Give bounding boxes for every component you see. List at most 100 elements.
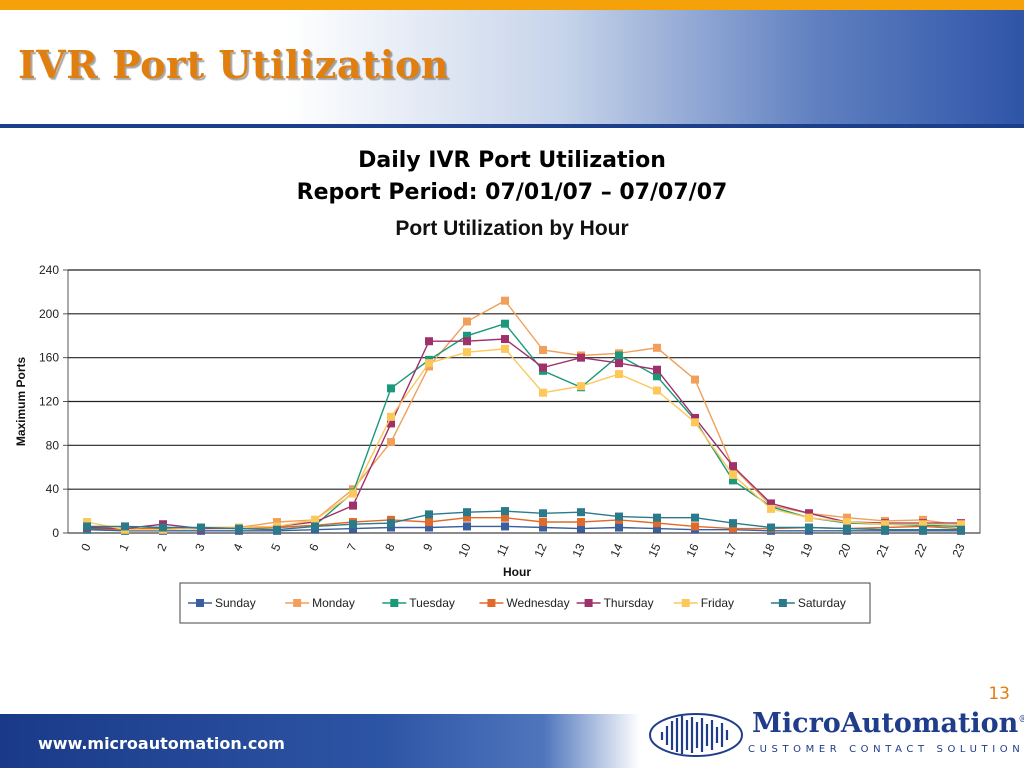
chart-title: Port Utilization by Hour <box>395 217 628 240</box>
y-tick-label: 160 <box>39 351 59 365</box>
data-point-friday <box>501 344 509 353</box>
data-point-friday <box>843 518 851 527</box>
data-point-saturday <box>83 522 91 531</box>
data-point-monday <box>387 438 395 447</box>
x-tick-label: 21 <box>873 541 891 559</box>
x-tick-label: 6 <box>306 541 322 553</box>
legend-label: Tuesday <box>409 596 455 610</box>
x-tick-label: 2 <box>154 541 170 553</box>
data-point-thursday <box>729 462 737 471</box>
x-tick-label: 3 <box>192 541 208 553</box>
data-point-saturday <box>653 513 661 522</box>
data-point-sunday <box>425 523 433 532</box>
data-point-sunday <box>653 524 661 533</box>
data-point-thursday <box>615 359 623 368</box>
data-point-saturday <box>501 507 509 516</box>
data-point-saturday <box>159 523 167 532</box>
logo-name-text: MicroAutomation <box>752 708 1019 739</box>
x-tick-label: 10 <box>455 541 473 559</box>
series-line-sunday <box>86 525 961 532</box>
data-point-thursday <box>653 365 661 374</box>
data-point-saturday <box>425 510 433 519</box>
data-point-saturday <box>235 524 243 533</box>
title-band <box>0 10 1024 124</box>
x-tick-label: 22 <box>911 541 929 559</box>
data-point-sunday <box>349 524 357 533</box>
data-point-tuesday <box>615 351 623 360</box>
y-tick-label: 120 <box>39 395 59 409</box>
logo-tagline: CUSTOMER CONTACT SOLUTIONS <box>748 744 1024 755</box>
data-point-monday <box>501 296 509 305</box>
legend-swatch-marker <box>293 599 302 607</box>
data-point-friday <box>805 513 813 522</box>
data-point-friday <box>881 520 889 529</box>
x-tick-label: 20 <box>835 541 853 559</box>
data-point-wednesday <box>425 518 433 527</box>
data-point-friday <box>539 388 547 397</box>
data-point-friday <box>577 382 585 391</box>
data-point-thursday <box>577 353 585 362</box>
x-tick-label: 0 <box>78 541 94 553</box>
data-point-wednesday <box>691 522 699 531</box>
data-point-saturday <box>805 523 813 532</box>
data-point-friday <box>615 370 623 379</box>
x-tick-label: 14 <box>607 541 625 559</box>
legend-label: Monday <box>312 596 355 610</box>
data-point-saturday <box>387 519 395 528</box>
data-point-saturday <box>463 508 471 517</box>
data-point-friday <box>311 515 319 524</box>
data-point-friday <box>425 359 433 368</box>
data-point-sunday <box>463 522 471 531</box>
x-tick-label: 17 <box>721 541 739 559</box>
data-point-sunday <box>387 523 395 532</box>
x-tick-label: 16 <box>683 541 701 559</box>
legend-swatch-marker <box>196 599 204 607</box>
data-point-friday <box>463 348 471 357</box>
data-point-saturday <box>767 523 775 532</box>
data-point-friday <box>691 418 699 427</box>
data-point-saturday <box>729 519 737 528</box>
legend-swatch-marker <box>681 599 690 607</box>
title-divider <box>0 124 1024 128</box>
y-tick-label: 240 <box>39 263 59 277</box>
data-point-tuesday <box>501 319 509 328</box>
top-accent-bar <box>0 0 1024 10</box>
series-line-saturday <box>87 510 961 531</box>
legend-swatch-marker <box>584 599 593 607</box>
footer-bar <box>0 714 640 768</box>
data-point-wednesday <box>539 518 547 527</box>
data-point-monday <box>843 513 851 522</box>
data-point-thursday <box>349 501 357 510</box>
data-point-tuesday <box>729 476 737 485</box>
report-heading: Daily IVR Port Utilization Report Period… <box>0 145 1024 209</box>
legend-swatch-marker <box>390 599 399 607</box>
data-point-friday <box>919 520 927 529</box>
y-tick-label: 200 <box>39 307 59 321</box>
data-point-sunday <box>501 522 509 531</box>
data-point-friday <box>729 470 737 479</box>
data-point-sunday <box>539 523 547 532</box>
data-point-friday <box>767 504 775 513</box>
report-heading-line1: Daily IVR Port Utilization <box>358 148 666 173</box>
x-tick-label: 18 <box>759 541 777 559</box>
report-heading-line2: Report Period: 07/01/07 – 07/07/07 <box>296 180 728 205</box>
data-point-tuesday <box>463 331 471 340</box>
data-point-thursday <box>425 337 433 346</box>
data-point-sunday <box>577 524 585 533</box>
logo-name: MicroAutomation® <box>752 708 1024 739</box>
series-line-friday <box>86 348 961 531</box>
data-point-friday <box>349 489 357 498</box>
data-point-friday <box>83 518 91 527</box>
x-tick-label: 1 <box>116 541 132 553</box>
data-point-saturday <box>577 508 585 517</box>
data-point-wednesday <box>463 513 471 522</box>
microautomation-logo-icon <box>649 713 743 757</box>
data-point-monday <box>463 317 471 326</box>
data-point-thursday <box>463 337 471 346</box>
data-point-monday <box>539 345 547 354</box>
x-tick-label: 8 <box>382 541 398 553</box>
x-tick-label: 9 <box>420 541 436 553</box>
data-point-wednesday <box>501 513 509 522</box>
x-tick-label: 7 <box>344 541 360 553</box>
data-point-saturday <box>349 520 357 529</box>
